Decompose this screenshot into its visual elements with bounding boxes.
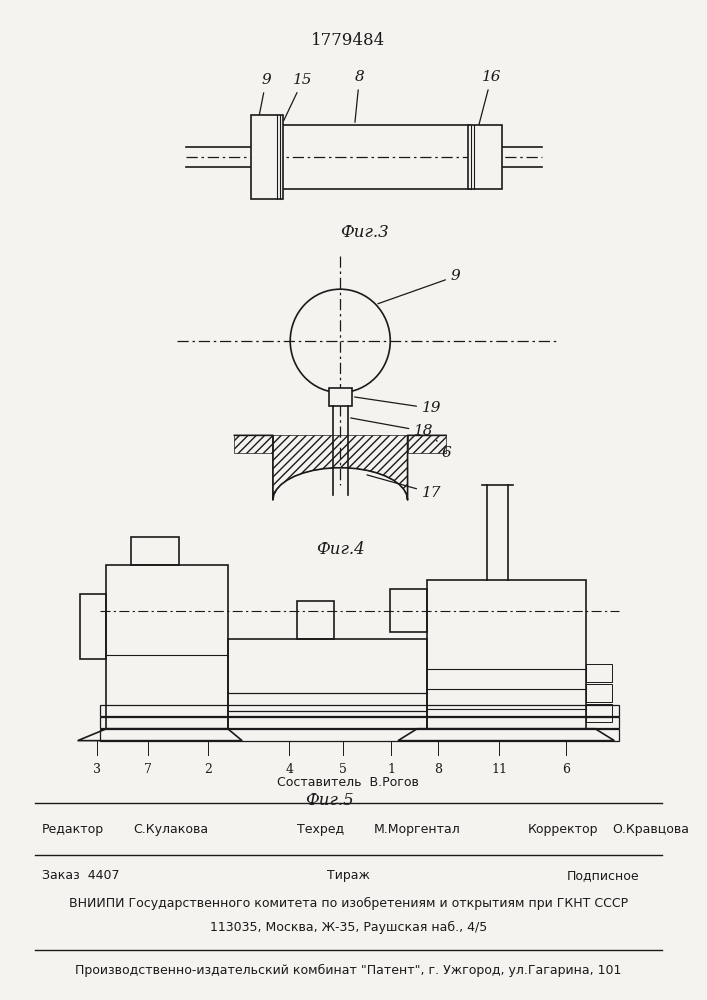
- Text: 5: 5: [339, 763, 347, 776]
- Text: Заказ  4407: Заказ 4407: [42, 869, 119, 882]
- Bar: [329, 388, 352, 406]
- Text: 2: 2: [204, 763, 212, 776]
- Text: Фиг.3: Фиг.3: [340, 224, 389, 241]
- Text: 9: 9: [378, 269, 460, 304]
- Text: Производственно-издательский комбинат "Патент", г. Ужгород, ул.Гагарина, 101: Производственно-издательский комбинат "П…: [75, 964, 621, 977]
- Bar: [390, 589, 427, 632]
- Bar: [278, 125, 470, 189]
- Text: 6: 6: [562, 763, 571, 776]
- Bar: [107, 565, 228, 729]
- Bar: [585, 704, 612, 722]
- Text: 6: 6: [436, 440, 451, 460]
- Text: Фиг.5: Фиг.5: [305, 792, 354, 809]
- Text: Фиг.4: Фиг.4: [316, 541, 365, 558]
- Text: 113035, Москва, Ж-35, Раушская наб., 4/5: 113035, Москва, Ж-35, Раушская наб., 4/5: [210, 921, 487, 934]
- Bar: [585, 664, 612, 682]
- Text: 4: 4: [285, 763, 293, 776]
- Bar: [100, 705, 619, 716]
- Text: 19: 19: [354, 397, 441, 415]
- Text: Корректор: Корректор: [528, 823, 598, 836]
- Text: М.Моргентал: М.Моргентал: [374, 823, 461, 836]
- Text: 3: 3: [93, 763, 101, 776]
- Text: Подписное: Подписное: [566, 869, 639, 882]
- Bar: [100, 717, 619, 728]
- Text: 15: 15: [284, 73, 312, 121]
- Text: Редактор: Редактор: [42, 823, 104, 836]
- Text: 1: 1: [387, 763, 395, 776]
- Bar: [131, 537, 179, 565]
- Text: 9: 9: [259, 73, 271, 116]
- Text: 17: 17: [367, 475, 441, 500]
- Bar: [298, 601, 334, 639]
- Text: 18: 18: [351, 418, 434, 438]
- Bar: [100, 729, 619, 741]
- Text: 8: 8: [355, 70, 364, 122]
- Bar: [228, 639, 427, 729]
- Bar: [251, 115, 283, 199]
- Bar: [80, 594, 107, 659]
- Text: 16: 16: [479, 70, 501, 126]
- Text: ВНИИПИ Государственного комитета по изобретениям и открытиям при ГКНТ СССР: ВНИИПИ Государственного комитета по изоб…: [69, 897, 628, 910]
- Bar: [585, 684, 612, 702]
- Text: 7: 7: [144, 763, 152, 776]
- Text: 8: 8: [434, 763, 443, 776]
- Text: 11: 11: [491, 763, 507, 776]
- Bar: [427, 580, 585, 729]
- Text: Тираж: Тираж: [327, 869, 370, 882]
- Text: Техред: Техред: [297, 823, 344, 836]
- Text: 1779484: 1779484: [311, 32, 385, 49]
- Text: Составитель  В.Рогов: Составитель В.Рогов: [277, 776, 419, 789]
- Text: С.Кулакова: С.Кулакова: [134, 823, 209, 836]
- Bar: [468, 125, 502, 189]
- Text: О.Кравцова: О.Кравцова: [612, 823, 689, 836]
